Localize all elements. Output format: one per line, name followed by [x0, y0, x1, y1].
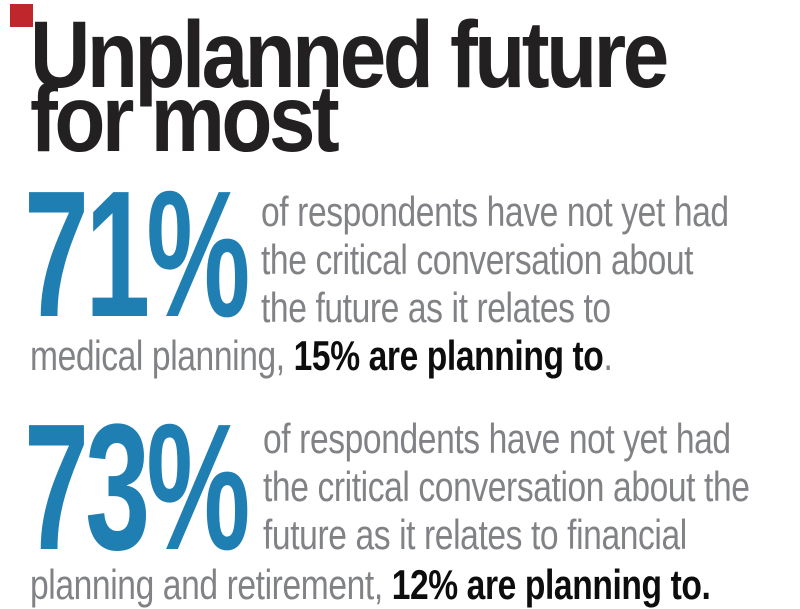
- stat-description-line: the critical conversation about the: [263, 463, 750, 510]
- stat-description-line: the critical conversation about: [261, 236, 694, 283]
- page-title-line1: Unplanned future: [30, 2, 669, 108]
- page-title: Unplanned future for most: [30, 2, 669, 172]
- stat-tail-bold-text: 12% are planning to.: [391, 561, 711, 608]
- stat-tail-regular-text: medical planning,: [30, 332, 294, 379]
- stat-description-line: of respondents have not yet had: [263, 415, 731, 462]
- page-title-line2: for most: [30, 66, 340, 172]
- stat-description-financial: of respondents have not yet had the crit…: [263, 415, 750, 559]
- brand-mark-red-square: [10, 4, 33, 27]
- stat-tail-bold-text: 15% are planning to: [293, 332, 604, 379]
- stat-value-medical: 71%: [24, 154, 250, 355]
- stat-description-line: of respondents have not yet had: [261, 188, 729, 235]
- stat-description-medical: of respondents have not yet had the crit…: [261, 188, 729, 332]
- stat-tail-medical: medical planning, 15% are planning to.: [30, 332, 613, 380]
- stat-tail-period: .: [603, 332, 613, 379]
- stat-tail-financial: planning and retirement, 12% are plannin…: [30, 561, 711, 609]
- stat-description-line: future as it relates to financial: [263, 511, 687, 558]
- stat-description-line: the future as it relates to: [261, 284, 611, 331]
- stat-value-financial: 73%: [24, 387, 250, 588]
- stat-tail-regular-text: planning and retirement,: [30, 561, 392, 608]
